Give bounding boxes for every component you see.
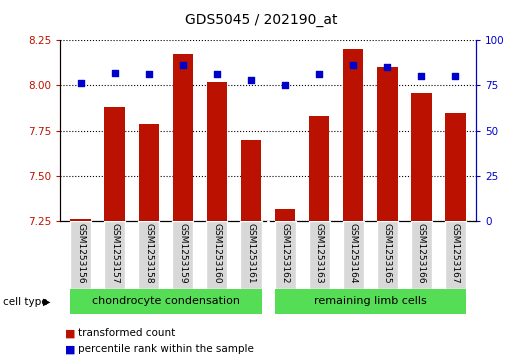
Bar xyxy=(343,221,364,289)
Text: GSM1253161: GSM1253161 xyxy=(246,224,256,284)
Bar xyxy=(241,140,261,221)
Text: remaining limb cells: remaining limb cells xyxy=(314,296,427,306)
Point xyxy=(179,62,187,68)
Bar xyxy=(309,116,329,221)
Bar xyxy=(70,221,91,289)
Text: chondrocyte condensation: chondrocyte condensation xyxy=(92,296,240,306)
Bar xyxy=(241,221,262,289)
Bar xyxy=(377,67,397,221)
Text: transformed count: transformed count xyxy=(78,328,176,338)
Bar xyxy=(377,221,398,289)
Bar xyxy=(105,107,125,221)
Bar xyxy=(173,54,193,221)
Bar xyxy=(138,221,160,289)
Point xyxy=(315,72,323,77)
Bar xyxy=(445,221,466,289)
Point xyxy=(110,70,119,76)
Text: GSM1253164: GSM1253164 xyxy=(349,224,358,284)
Bar xyxy=(411,221,432,289)
Bar xyxy=(411,93,431,221)
Text: ■: ■ xyxy=(65,344,76,354)
Bar xyxy=(207,82,227,221)
Point xyxy=(417,73,426,79)
Bar xyxy=(172,221,194,289)
Point xyxy=(213,72,221,77)
Text: ■: ■ xyxy=(65,328,76,338)
Bar xyxy=(71,219,91,221)
Text: GDS5045 / 202190_at: GDS5045 / 202190_at xyxy=(185,13,338,27)
Bar xyxy=(275,289,466,314)
Bar xyxy=(445,113,465,221)
Point xyxy=(247,77,255,83)
Bar xyxy=(207,221,228,289)
Text: percentile rank within the sample: percentile rank within the sample xyxy=(78,344,254,354)
Point xyxy=(76,81,85,86)
Text: GSM1253167: GSM1253167 xyxy=(451,224,460,284)
Point xyxy=(281,82,289,88)
Point xyxy=(144,72,153,77)
Bar xyxy=(70,289,262,314)
Point xyxy=(383,64,392,70)
Point xyxy=(349,62,357,68)
Text: cell type: cell type xyxy=(3,297,47,307)
Text: GSM1253160: GSM1253160 xyxy=(212,224,221,284)
Bar xyxy=(275,221,295,289)
Text: GSM1253166: GSM1253166 xyxy=(417,224,426,284)
Bar xyxy=(275,209,295,221)
Text: GSM1253162: GSM1253162 xyxy=(280,224,290,284)
Text: GSM1253158: GSM1253158 xyxy=(144,224,153,284)
Text: GSM1253156: GSM1253156 xyxy=(76,224,85,284)
Bar xyxy=(139,124,159,221)
Text: GSM1253159: GSM1253159 xyxy=(178,224,187,284)
Bar xyxy=(309,221,329,289)
Bar xyxy=(343,49,363,221)
Bar xyxy=(104,221,125,289)
Point xyxy=(451,73,460,79)
Text: GSM1253157: GSM1253157 xyxy=(110,224,119,284)
Text: GSM1253163: GSM1253163 xyxy=(315,224,324,284)
Text: ▶: ▶ xyxy=(43,297,51,307)
Text: GSM1253165: GSM1253165 xyxy=(383,224,392,284)
